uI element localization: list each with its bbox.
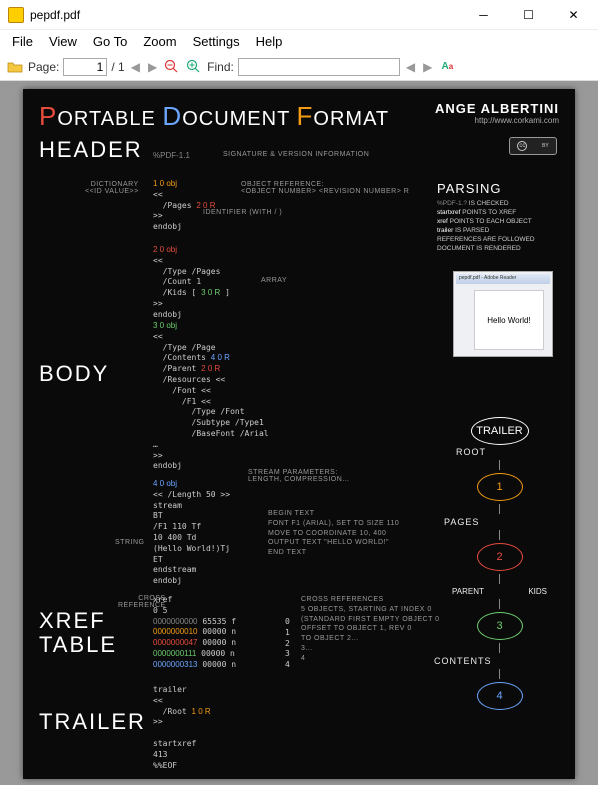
dag-edge-parent: PARENT [452, 587, 484, 596]
author-block: ANGE ALBERTINI http://www.corkami.com [435, 101, 559, 125]
menubar: File View Go To Zoom Settings Help [0, 30, 598, 53]
identifier-label: IDENTIFIER (WITH / ) [203, 209, 282, 216]
obj2-code: 2 0 obj << /Type /Pages /Count 1 /Kids [… [153, 245, 230, 321]
menu-zoom[interactable]: Zoom [135, 32, 184, 51]
xref-nums: 0 1 2 3 4 [285, 617, 290, 671]
trailer-label: TRAILER [39, 709, 146, 735]
open-icon[interactable] [6, 58, 24, 76]
dag-node-3: 3 [477, 612, 523, 640]
find-prev-icon[interactable]: ◀ [404, 60, 417, 74]
header-label: HEADER [39, 137, 143, 163]
page-input[interactable] [63, 58, 107, 76]
array-label: ARRAY [261, 277, 287, 284]
preview-titlebar: pepdf.pdf - Adobe Reader [456, 274, 550, 284]
string-label: STRING [115, 539, 144, 546]
window-title: pepdf.pdf [30, 8, 461, 22]
dag-edge-contents: CONTENTS [434, 656, 547, 666]
xref-label: XREF TABLE [39, 609, 117, 657]
parsing-line-5: DOCUMENT IS RENDERED [437, 244, 557, 253]
parsing-block: PARSING %PDF-1.? IS CHECKED startxref PO… [437, 181, 557, 254]
menu-view[interactable]: View [41, 32, 85, 51]
preview-window: pepdf.pdf - Adobe Reader Hello World! [453, 271, 553, 357]
dag-node-4: 4 [477, 682, 523, 710]
menu-goto[interactable]: Go To [85, 32, 135, 51]
objref-label: OBJECT REFERENCE: <OBJECT NUMBER> <REVIS… [241, 181, 409, 195]
stream-params-label: STREAM PARAMETERS: LENGTH, COMPRESSION… [248, 469, 350, 483]
parsing-line-2: xref POINTS TO EACH OBJECT [437, 217, 557, 226]
dag-edge-kids: KIDS [528, 587, 547, 596]
dag-diagram: TRAILER ROOT 1 PAGES 2 PARENTKIDS 3 CONT… [452, 417, 547, 710]
menu-settings[interactable]: Settings [185, 32, 248, 51]
dag-node-1: 1 [477, 473, 523, 501]
parsing-title: PARSING [437, 181, 557, 196]
titlebar: pepdf.pdf ─ ☐ ✕ [0, 0, 598, 30]
page-label: Page: [28, 60, 59, 74]
find-next-icon[interactable]: ▶ [421, 60, 434, 74]
dag-node-2: 2 [477, 543, 523, 571]
next-page-icon[interactable]: ▶ [146, 60, 159, 74]
maximize-button[interactable]: ☐ [506, 0, 551, 30]
minimize-button[interactable]: ─ [461, 0, 506, 30]
zoom-in-icon[interactable] [185, 58, 203, 76]
dag-edge-pages: PAGES [444, 517, 547, 527]
toolbar: Page: / 1 ◀ ▶ Find: ◀ ▶ Aa [0, 53, 598, 81]
parsing-line-1: startxref POINTS TO XREF [437, 208, 557, 217]
header-sig: %PDF-1.1 [153, 151, 190, 162]
match-case-icon[interactable]: Aa [438, 58, 456, 76]
parsing-line-3: trailer IS PARSED [437, 226, 557, 235]
body-label: BODY [39, 361, 109, 387]
find-input[interactable] [238, 58, 400, 76]
menu-help[interactable]: Help [248, 32, 291, 51]
author-url: http://www.corkami.com [435, 116, 559, 125]
page-total: / 1 [111, 60, 124, 74]
parsing-line-0: %PDF-1.? IS CHECKED [437, 199, 557, 208]
trailer-code: trailer << /Root 1 0 R >> startxref 413 … [153, 685, 211, 771]
document-viewport: PORTABLE DOCUMENT FORMAT ANGE ALBERTINI … [0, 81, 598, 785]
xref-desc: CROSS REFERENCES 5 OBJECTS, STARTING AT … [301, 595, 440, 664]
begin-text-desc: BEGIN TEXT FONT F1 (ARIAL), SET TO SIZE … [268, 509, 399, 558]
sig-desc: SIGNATURE & VERSION INFORMATION [223, 151, 369, 158]
preview-content: Hello World! [474, 290, 544, 350]
author-name: ANGE ALBERTINI [435, 101, 559, 116]
dict-label: DICTIONARY <<ID VALUE>> [85, 181, 139, 195]
obj1-code: 1 0 obj << /Pages 2 0 R >> endobj [153, 179, 215, 233]
obj3-code: 3 0 obj << /Type /Page /Contents 4 0 R /… [153, 321, 269, 472]
menu-file[interactable]: File [4, 32, 41, 51]
app-icon [8, 7, 24, 23]
xref-code: xref 0 5 0000000000 65535 f 0000000010 0… [153, 595, 236, 671]
zoom-out-icon[interactable] [163, 58, 181, 76]
close-button[interactable]: ✕ [551, 0, 596, 30]
pdf-page: PORTABLE DOCUMENT FORMAT ANGE ALBERTINI … [23, 89, 575, 779]
obj4-code: 4 0 obj << /Length 50 >> stream BT /F1 1… [153, 479, 230, 587]
cc-badge: ccBY [509, 137, 557, 155]
parsing-line-4: REFERENCES ARE FOLLOWED [437, 235, 557, 244]
find-label: Find: [207, 60, 234, 74]
dag-edge-root: ROOT [456, 447, 547, 457]
prev-page-icon[interactable]: ◀ [129, 60, 142, 74]
dag-node-trailer: TRAILER [471, 417, 529, 445]
